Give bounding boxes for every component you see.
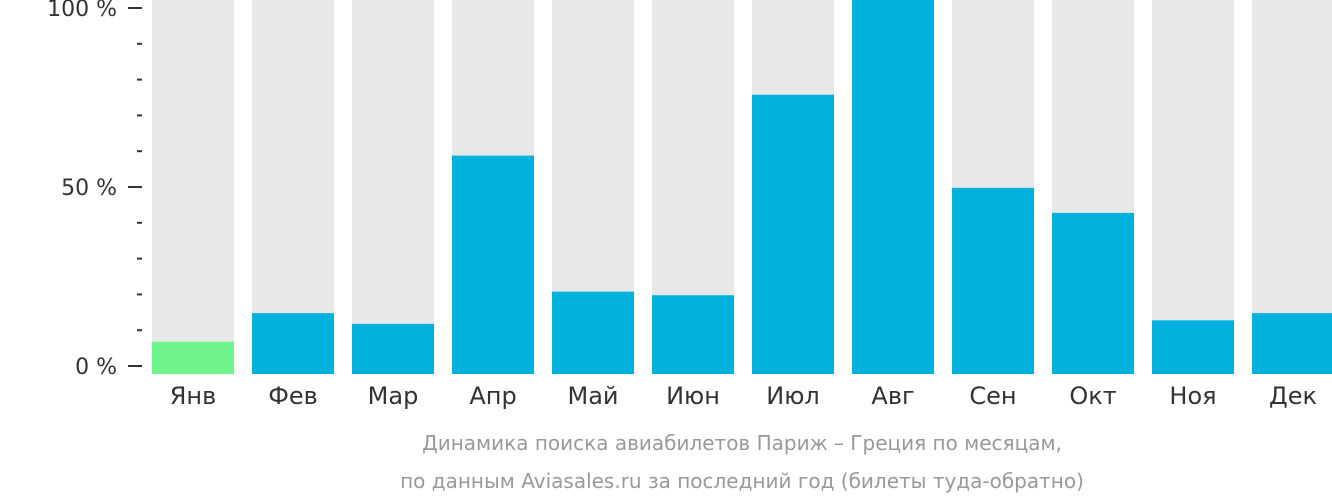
x-tick-label: Сен	[969, 382, 1016, 410]
chart-caption: Динамика поиска авиабилетов Париж – Грец…	[400, 431, 1084, 493]
bar-5	[552, 291, 634, 374]
x-axis-labels: Янв Фев Мар Апр Май Июн Июл Авг Сен Окт Ноя Дек	[170, 382, 1317, 410]
x-tick-label: Авг	[871, 382, 914, 410]
background-bar	[352, 0, 434, 374]
bar-1	[152, 341, 234, 374]
bar-6	[652, 295, 734, 374]
background-bar	[252, 0, 334, 374]
x-tick-label: Дек	[1269, 382, 1317, 410]
y-tick-label: 50 %	[61, 176, 117, 201]
background-bar	[1152, 0, 1234, 374]
x-tick-label: Окт	[1069, 382, 1116, 410]
background-bar	[152, 0, 234, 374]
data-bars	[152, 0, 1332, 374]
x-tick-label: Май	[567, 382, 618, 410]
x-tick-label: Янв	[170, 382, 217, 410]
x-tick-label: Мар	[368, 382, 419, 410]
bar-4	[452, 155, 534, 374]
x-tick-label: Июн	[666, 382, 720, 410]
bar-10	[1052, 212, 1134, 374]
bar-8	[852, 0, 934, 374]
bar-3	[352, 323, 434, 374]
bar-12	[1252, 313, 1332, 374]
bar-9	[952, 187, 1034, 374]
bar-2	[252, 313, 334, 374]
bar-7	[752, 94, 834, 374]
background-bar	[1252, 0, 1332, 374]
x-tick-label: Июл	[766, 382, 820, 410]
x-tick-label: Ноя	[1169, 382, 1216, 410]
caption-line-2: по данным Aviasales.ru за последний год …	[400, 469, 1084, 493]
x-tick-label: Фев	[268, 382, 318, 410]
y-axis: 0 % 50 % 100 %	[47, 0, 142, 380]
x-tick-label: Апр	[469, 382, 516, 410]
y-tick-label: 100 %	[47, 0, 117, 22]
bar-11	[1152, 320, 1234, 374]
y-tick-label: 0 %	[75, 355, 117, 380]
caption-line-1: Динамика поиска авиабилетов Париж – Грец…	[422, 431, 1062, 455]
